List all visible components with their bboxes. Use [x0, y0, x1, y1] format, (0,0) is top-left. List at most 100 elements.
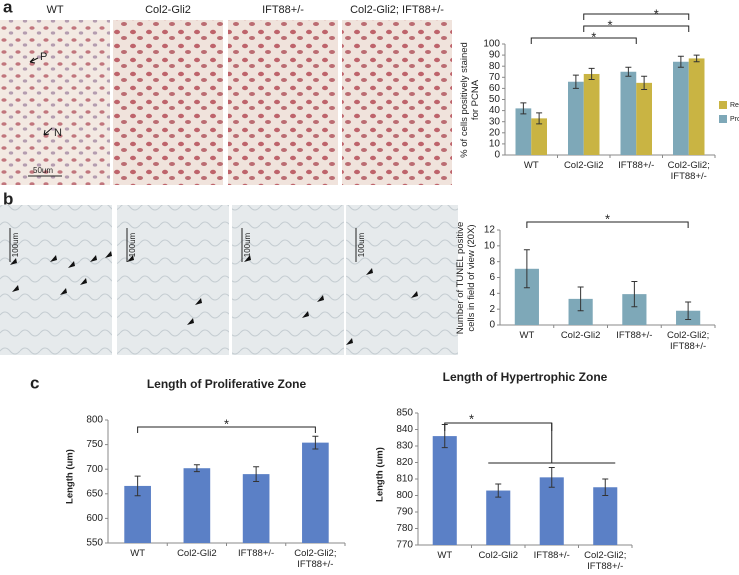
- arrowhead: [50, 255, 57, 262]
- bar: [688, 58, 705, 155]
- arrowhead: [10, 258, 17, 265]
- significance-star: *: [469, 411, 474, 426]
- scale-label: 100um: [128, 232, 137, 257]
- image-label: Col2-Gli2; IFT88+/-: [350, 4, 444, 16]
- error-bar: [523, 249, 530, 289]
- legend-swatch: [719, 115, 727, 123]
- error-bar: [631, 280, 638, 308]
- x-tick-label: Col2-Gli2; IFT88+/-: [667, 330, 710, 352]
- cell-marker: N: [54, 127, 62, 139]
- y-tick-label: 40: [489, 105, 501, 116]
- y-tick-label: 780: [396, 523, 413, 534]
- bracket: [583, 13, 690, 20]
- bar: [432, 436, 457, 545]
- image-label: Col2-Gli2: [145, 4, 191, 16]
- significance-star: *: [605, 211, 610, 226]
- x-tick-label: Col2-Gli2; IFT88+/-: [667, 160, 710, 182]
- error-bar: [548, 466, 555, 488]
- error-bar: [193, 464, 200, 473]
- bracket: [530, 37, 637, 44]
- micrograph: [342, 20, 452, 185]
- arrowhead: [80, 278, 87, 285]
- error-bar: [693, 54, 700, 63]
- x-tick-label: Col2-Gli2: [478, 550, 519, 561]
- error-bar: [588, 67, 595, 81]
- error-bar: [134, 475, 141, 497]
- bracket: [526, 221, 689, 228]
- bar: [302, 442, 329, 543]
- y-tick-label: 840: [396, 424, 413, 435]
- bar: [593, 487, 618, 545]
- error-bar: [253, 466, 260, 482]
- y-tick-label: 800: [86, 415, 103, 426]
- arrowhead: [302, 311, 309, 318]
- y-tick-label: 600: [86, 513, 103, 524]
- legend-swatch: [719, 101, 727, 109]
- y-tick-label: 0: [489, 320, 495, 331]
- arrowhead: [346, 338, 353, 345]
- error-bar: [536, 112, 543, 125]
- bar: [515, 108, 532, 155]
- y-tick-label: 700: [86, 464, 103, 475]
- error-bar: [625, 66, 632, 77]
- micrograph: [0, 20, 110, 185]
- bar: [531, 118, 547, 155]
- marker-arrow: [43, 127, 53, 136]
- bar: [636, 82, 652, 155]
- x-tick-label: Col2-Gli2: [560, 330, 601, 341]
- bracket: [583, 25, 690, 32]
- y-tick-label: 4: [489, 288, 495, 299]
- micrograph: [113, 20, 223, 185]
- x-tick-label: WT: [523, 160, 539, 171]
- x-tick-label: IFT88+/-: [238, 548, 275, 559]
- y-tick-label: 90: [489, 50, 501, 61]
- x-tick-label: Col2-Gli2: [177, 548, 217, 559]
- micrograph: [232, 205, 344, 355]
- panel-letter: a: [3, 0, 13, 16]
- error-bar: [602, 478, 609, 496]
- y-tick-label: 100: [483, 39, 500, 50]
- y-tick-label: 70: [489, 72, 501, 83]
- y-axis-label: Length (um): [64, 449, 76, 504]
- y-tick-label: 30: [489, 116, 501, 127]
- error-bar: [495, 483, 502, 498]
- error-bar: [685, 301, 692, 320]
- significance-star: *: [224, 416, 229, 431]
- arrowhead: [105, 251, 112, 258]
- y-tick-label: 80: [489, 61, 501, 72]
- y-tick-label: 790: [396, 507, 413, 518]
- y-tick-label: 60: [489, 83, 501, 94]
- y-tick-label: 550: [86, 538, 103, 549]
- legend-label: Resting: [730, 102, 739, 109]
- bar: [539, 477, 564, 545]
- arrowhead: [60, 288, 67, 295]
- x-tick-label: WT: [130, 548, 146, 559]
- bar: [242, 474, 270, 543]
- significance-star: *: [607, 17, 612, 32]
- arrowhead: [244, 255, 251, 262]
- image-label: IFT88+/-: [262, 4, 304, 16]
- y-tick-label: 12: [484, 225, 496, 236]
- arrowhead: [68, 261, 75, 268]
- y-tick-label: 6: [489, 272, 495, 283]
- bar: [486, 490, 511, 545]
- y-axis-label: % of cells positively stained for PCNA: [459, 42, 481, 158]
- chart-title: Length of Proliferative Zone: [147, 377, 307, 391]
- micrograph: [228, 20, 338, 185]
- scale-label: 100um: [357, 232, 366, 257]
- x-tick-label: WT: [437, 550, 453, 561]
- significance-star: *: [591, 29, 596, 44]
- x-tick-label: WT: [519, 330, 535, 341]
- y-tick-label: 650: [86, 488, 103, 499]
- arrowhead: [127, 255, 134, 262]
- bracket: [137, 426, 316, 433]
- arrowhead: [411, 291, 418, 298]
- micrograph: [346, 205, 458, 355]
- legend-label: Proliferating: [730, 116, 739, 123]
- micrograph: [117, 205, 229, 355]
- y-axis-label: Length (um): [374, 447, 386, 502]
- x-tick-label: Col2-Gli2; IFT88+/-: [294, 548, 337, 570]
- y-tick-label: 770: [396, 540, 413, 551]
